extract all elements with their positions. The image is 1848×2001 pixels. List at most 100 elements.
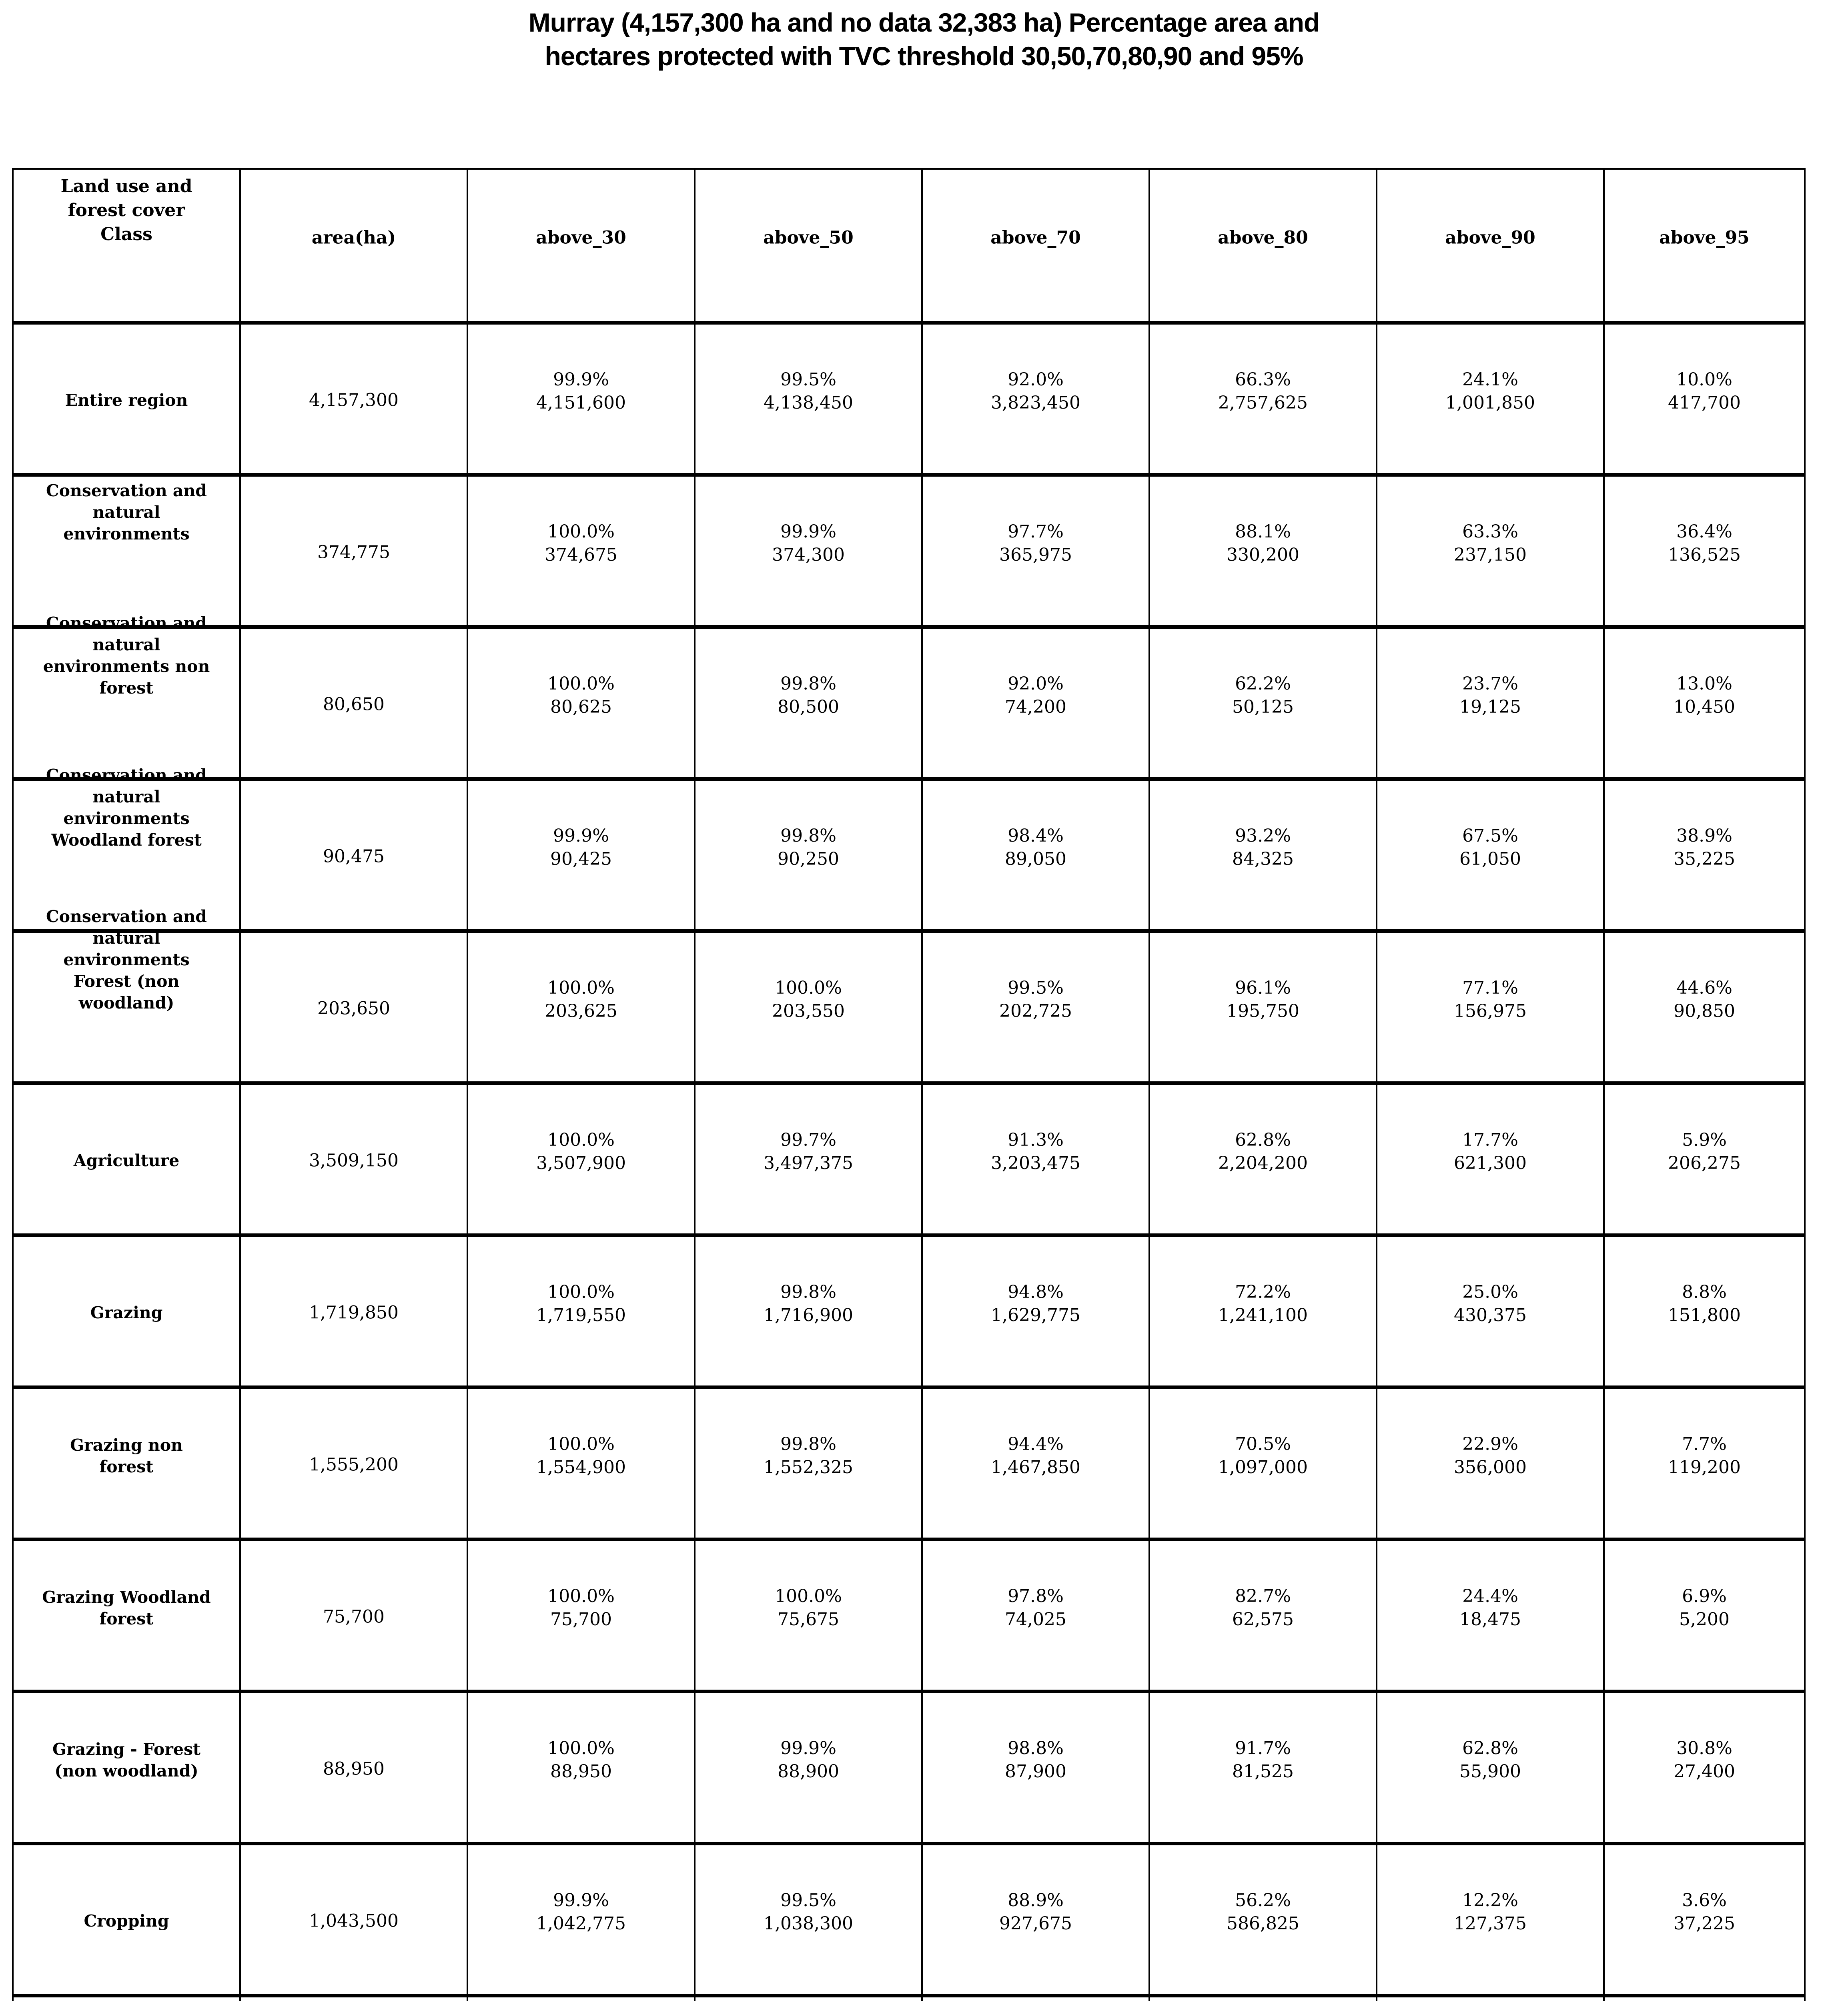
above-95-cell: 7.7% 119,200 xyxy=(1603,1389,1804,1538)
above-70-cell: 94.8% 1,629,775 xyxy=(921,1237,1148,1385)
above-95-cell: 8.8% 151,800 xyxy=(1603,1237,1804,1385)
above-30-cell: 100.0% 1,554,900 xyxy=(467,1389,694,1538)
class-cell-text: Conservation and natural environments Fo… xyxy=(46,906,207,1013)
above-30-cell-text: 100.0% 1,554,900 xyxy=(536,1434,626,1478)
header-cell-above-90: above_90 xyxy=(1376,170,1603,321)
header-cell-above-95: above_95 xyxy=(1603,170,1804,321)
above-50-cell-text: 100.0% 203,550 xyxy=(772,977,845,1021)
above-90-cell-text: 23.7% 19,125 xyxy=(1459,673,1521,717)
table-row: Conservation and natural environments 374… xyxy=(14,473,1804,625)
above-80-cell: 66.3% 2,757,625 xyxy=(1148,325,1376,473)
area-cell-text: 374,775 xyxy=(317,542,390,563)
class-cell-text: Grazing xyxy=(90,1303,163,1323)
class-cell-text: Cropping xyxy=(84,1911,169,1931)
area-cell-text: 75,700 xyxy=(323,1606,385,1627)
area-cell-text: 4,157,300 xyxy=(309,390,399,411)
above-95-cell-text: 10.0% 417,700 xyxy=(1668,369,1741,413)
above-90-cell-text: 67.5% 61,050 xyxy=(1459,825,1521,869)
above-50-cell-text: 99.8% 1,716,900 xyxy=(764,1281,853,1325)
above-30-cell: 100.0% 374,675 xyxy=(467,477,694,625)
area-cell-text: 88,950 xyxy=(323,1758,385,1779)
above-50-cell: 99.9% 88,900 xyxy=(694,1693,921,1842)
above-90-cell: 67.5% 61,050 xyxy=(1376,781,1603,929)
above-30-cell-text: 100.0% 1,719,550 xyxy=(536,1281,626,1325)
area-cell: 80,650 xyxy=(239,629,467,777)
above-70-cell: 88.9% 927,675 xyxy=(921,1845,1148,1994)
class-cell: Conservation and natural environments xyxy=(14,477,239,625)
area-cell: 1,555,200 xyxy=(239,1389,467,1538)
area-cell: 203,650 xyxy=(239,933,467,1081)
above-90-cell-text: 17.7% 621,300 xyxy=(1454,1129,1527,1173)
above-50-cell: 99.8% 80,500 xyxy=(694,629,921,777)
above-70-cell-text: 94.8% 1,629,775 xyxy=(991,1281,1080,1325)
above-80-cell-text: 96.1% 195,750 xyxy=(1227,977,1299,1021)
above-30-cell-text: 99.9% 90,425 xyxy=(550,825,612,869)
page-title: Murray (4,157,300 ha and no data 32,383 … xyxy=(528,8,1320,71)
above-95-cell: 30.8% 27,400 xyxy=(1603,1693,1804,1842)
above-95-cell-text: 36.4% 136,525 xyxy=(1668,521,1741,565)
above-50-cell-text: 99.5% 4,138,450 xyxy=(764,369,853,413)
area-cell-text: 1,555,200 xyxy=(309,1454,399,1475)
header-cell-above-70: above_70 xyxy=(921,170,1148,321)
above-80-cell: 50.5% 376,100 xyxy=(1148,1997,1376,2001)
header-cell-above-50: above_50 xyxy=(694,170,921,321)
above-70-cell-text: 92.0% 74,200 xyxy=(1005,673,1066,717)
above-30-cell-text: 99.9% 1,042,775 xyxy=(536,1890,626,1934)
header-cell-above-80: above_80 xyxy=(1148,170,1376,321)
above-80-cell: 70.5% 1,097,000 xyxy=(1148,1389,1376,1538)
above-80-cell: 82.7% 62,575 xyxy=(1148,1541,1376,1690)
above-90-cell: 22.9% 356,000 xyxy=(1376,1389,1603,1538)
above-95-cell: 13.0% 10,450 xyxy=(1603,629,1804,777)
class-cell: Conservation and natural environments no… xyxy=(14,614,239,777)
above-95-cell: 44.6% 90,850 xyxy=(1603,933,1804,1081)
class-cell: Entire region xyxy=(14,325,239,473)
area-cell-text: 90,475 xyxy=(323,846,385,867)
area-cell: 90,475 xyxy=(239,781,467,929)
table-row: Grazing non forest 1,555,200 100.0% 1,554,… xyxy=(14,1385,1804,1538)
above-90-cell: 25.0% 430,375 xyxy=(1376,1237,1603,1385)
above-50-cell: 100.0% 203,550 xyxy=(694,933,921,1081)
above-30-cell: 100.0% 88,950 xyxy=(467,1693,694,1842)
above-30-cell: 99.9% 1,042,775 xyxy=(467,1845,694,1994)
above-30-cell-text: 100.0% 75,700 xyxy=(547,1586,615,1630)
above-70-cell-text: 98.4% 89,050 xyxy=(1005,825,1066,869)
above-95-cell-text: 6.9% 5,200 xyxy=(1679,1586,1730,1630)
above-90-cell: 17.7% 621,300 xyxy=(1376,1085,1603,1233)
header-cell-above-80-text: above_80 xyxy=(1218,227,1308,248)
class-cell-text: Entire region xyxy=(65,391,188,410)
above-80-cell-text: 88.1% 330,200 xyxy=(1227,521,1299,565)
table-row: Conservation and natural environments Fo… xyxy=(14,907,1804,1081)
above-95-cell-text: 5.9% 206,275 xyxy=(1668,1129,1741,1173)
above-70-cell-text: 88.9% 927,675 xyxy=(999,1890,1072,1934)
above-50-cell: 99.8% 1,552,325 xyxy=(694,1389,921,1538)
above-50-cell-text: 99.5% 1,038,300 xyxy=(764,1890,853,1934)
above-80-cell-text: 91.7% 81,525 xyxy=(1232,1738,1294,1782)
above-80-cell-text: 93.2% 84,325 xyxy=(1232,825,1294,869)
above-90-cell: 62.8% 55,900 xyxy=(1376,1693,1603,1842)
table-row: Conservation and natural environments Wo… xyxy=(14,766,1804,929)
area-cell: 88,950 xyxy=(239,1693,467,1842)
class-cell: Irrigation xyxy=(14,1997,239,2001)
above-30-cell: 100.0% 80,625 xyxy=(467,629,694,777)
above-90-cell-text: 62.8% 55,900 xyxy=(1459,1738,1521,1782)
above-80-cell-text: 72.2% 1,241,100 xyxy=(1218,1281,1308,1325)
above-80-cell-text: 62.2% 50,125 xyxy=(1232,673,1294,717)
above-70-cell: 97.8% 74,025 xyxy=(921,1541,1148,1690)
above-30-cell: 100.0% 745,175 xyxy=(467,1997,694,2001)
above-90-cell: 24.4% 18,475 xyxy=(1376,1541,1603,1690)
above-80-cell: 62.8% 2,204,200 xyxy=(1148,1085,1376,1233)
above-50-cell: 99.8% 1,716,900 xyxy=(694,1237,921,1385)
above-50-cell: 99.5% 1,038,300 xyxy=(694,1845,921,1994)
above-30-cell-text: 100.0% 80,625 xyxy=(547,673,615,717)
above-50-cell-text: 99.8% 90,250 xyxy=(778,825,839,869)
class-cell: Grazing - Forest (non woodland) xyxy=(14,1693,239,1842)
above-30-cell-text: 100.0% 3,507,900 xyxy=(536,1129,626,1173)
above-30-cell: 100.0% 203,625 xyxy=(467,933,694,1081)
header-cell-above-30: above_30 xyxy=(467,170,694,321)
area-cell-text: 203,650 xyxy=(317,998,390,1019)
table-row: Grazing Woodland forest 75,700 100.0% 75,7… xyxy=(14,1538,1804,1690)
above-70-cell-text: 97.7% 365,975 xyxy=(999,521,1072,565)
above-30-cell-text: 99.9% 4,151,600 xyxy=(536,369,626,413)
area-cell: 1,719,850 xyxy=(239,1237,467,1385)
